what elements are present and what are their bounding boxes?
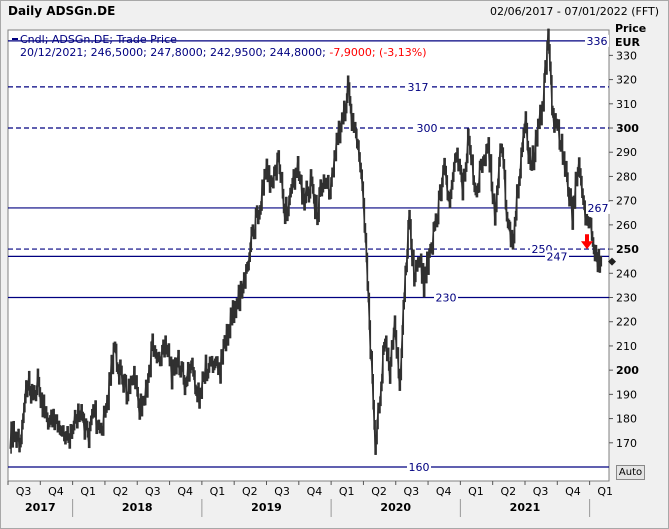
date-range: 02/06/2017 - 07/01/2022 (FFT) [489, 5, 659, 18]
level-label-267: 267 [588, 202, 609, 215]
level-label-bg-300 [415, 122, 439, 135]
x-quarter-label: Q2 [371, 485, 387, 498]
x-quarter-label: Q4 [565, 485, 581, 498]
y-tick-label: 190 [616, 388, 637, 401]
level-lines [8, 40, 609, 468]
x-quarter-label: Q1 [210, 485, 226, 498]
level-label-bg-317 [406, 80, 430, 93]
level-label-336: 336 [587, 35, 608, 48]
x-quarter-label: Q1 [80, 485, 96, 498]
x-quarter-label: Q4 [177, 485, 193, 498]
y-tick-label: 170 [616, 437, 637, 450]
legend-ohlc-values: 20/12/2021; 246,5000; 247,8000; 242,9500… [20, 46, 326, 59]
y-tick-label: 320 [616, 74, 637, 87]
level-label-317: 317 [408, 81, 429, 94]
y-tick-label: 290 [616, 146, 637, 159]
x-year-label: 2017 [25, 501, 56, 514]
x-quarter-label: Q2 [500, 485, 516, 498]
legend-change: -7,9000; (-3,13%) [329, 46, 426, 59]
y-axis-unit: EUR [615, 36, 640, 49]
x-quarter-label: Q3 [404, 485, 420, 498]
x-quarter-label: Q3 [274, 485, 290, 498]
chart-title: Daily ADSGn.DE [8, 4, 116, 18]
y-tick-label: 260 [616, 219, 637, 232]
y-axis: 170 180 190 200 210 220 230 240 250 260 270 280 290 3… [609, 49, 639, 450]
x-year-label: 2020 [380, 501, 411, 514]
y-tick-label: 270 [616, 195, 637, 208]
plot-area[interactable] [7, 29, 610, 482]
level-label-160: 160 [409, 461, 430, 474]
y-tick-label: 330 [616, 49, 637, 62]
arrow-shaft [585, 234, 589, 243]
x-quarter-label: Q1 [339, 485, 355, 498]
x-quarter-label: Q3 [533, 485, 549, 498]
x-quarter-label: Q3 [16, 485, 32, 498]
price-line [9, 33, 602, 451]
price-series [9, 28, 603, 455]
level-label-bg-160 [407, 461, 431, 473]
x-quarter-label: Q1 [597, 485, 613, 498]
auto-scale-button[interactable]: Auto [616, 465, 645, 480]
last-price-marker-icon [608, 257, 616, 266]
x-year-label: 2021 [510, 501, 541, 514]
y-tick-label: 180 [616, 413, 637, 426]
x-axis: Q3 Q4 Q1 Q2 Q3 Q4 Q1 Q2 Q3 Q4 Q1 Q2 Q3 Q4 Q1 Q2 Q3 Q4 Q1 20… [7, 480, 613, 517]
y-tick-label: 200 [616, 364, 639, 377]
level-label-230: 230 [436, 292, 457, 305]
y-tick-label: 230 [616, 292, 637, 305]
y-tick-label: 310 [616, 98, 637, 111]
x-quarter-label: Q3 [145, 485, 161, 498]
legend-series: Cndl; ADSGn.DE; Trade Price [20, 33, 177, 46]
x-quarter-label: Q2 [242, 485, 258, 498]
legend-ohlc: 20/12/2021; 246,5000; 247,8000; 242,9500… [20, 46, 427, 59]
level-label-247: 247 [547, 250, 568, 263]
y-tick-label: 250 [616, 243, 639, 256]
x-year-label: 2019 [251, 501, 282, 514]
level-label-bg-336 [585, 34, 609, 47]
legend: Cndl; ADSGn.DE; Trade Price 20/12/2021; … [12, 33, 427, 59]
y-tick-label: 210 [616, 340, 637, 353]
level-label-bg-267 [586, 201, 610, 214]
level-label-300: 300 [417, 122, 438, 135]
y-axis-title: Price [615, 22, 646, 35]
x-quarter-label: Q4 [307, 485, 323, 498]
x-quarter-label: Q4 [48, 485, 64, 498]
arrow-head [581, 241, 593, 250]
level-label-bg-230 [434, 291, 458, 304]
x-year-label: 2018 [122, 501, 153, 514]
level-label-bg-247 [545, 250, 569, 263]
y-tick-label: 240 [616, 267, 637, 280]
y-tick-label: 280 [616, 170, 637, 183]
y-tick-label: 300 [616, 122, 639, 135]
x-quarter-label: Q2 [113, 485, 129, 498]
x-quarter-label: Q4 [436, 485, 452, 498]
y-tick-label: 220 [616, 316, 637, 329]
x-quarter-label: Q1 [468, 485, 484, 498]
down-arrow-icon [581, 234, 593, 250]
